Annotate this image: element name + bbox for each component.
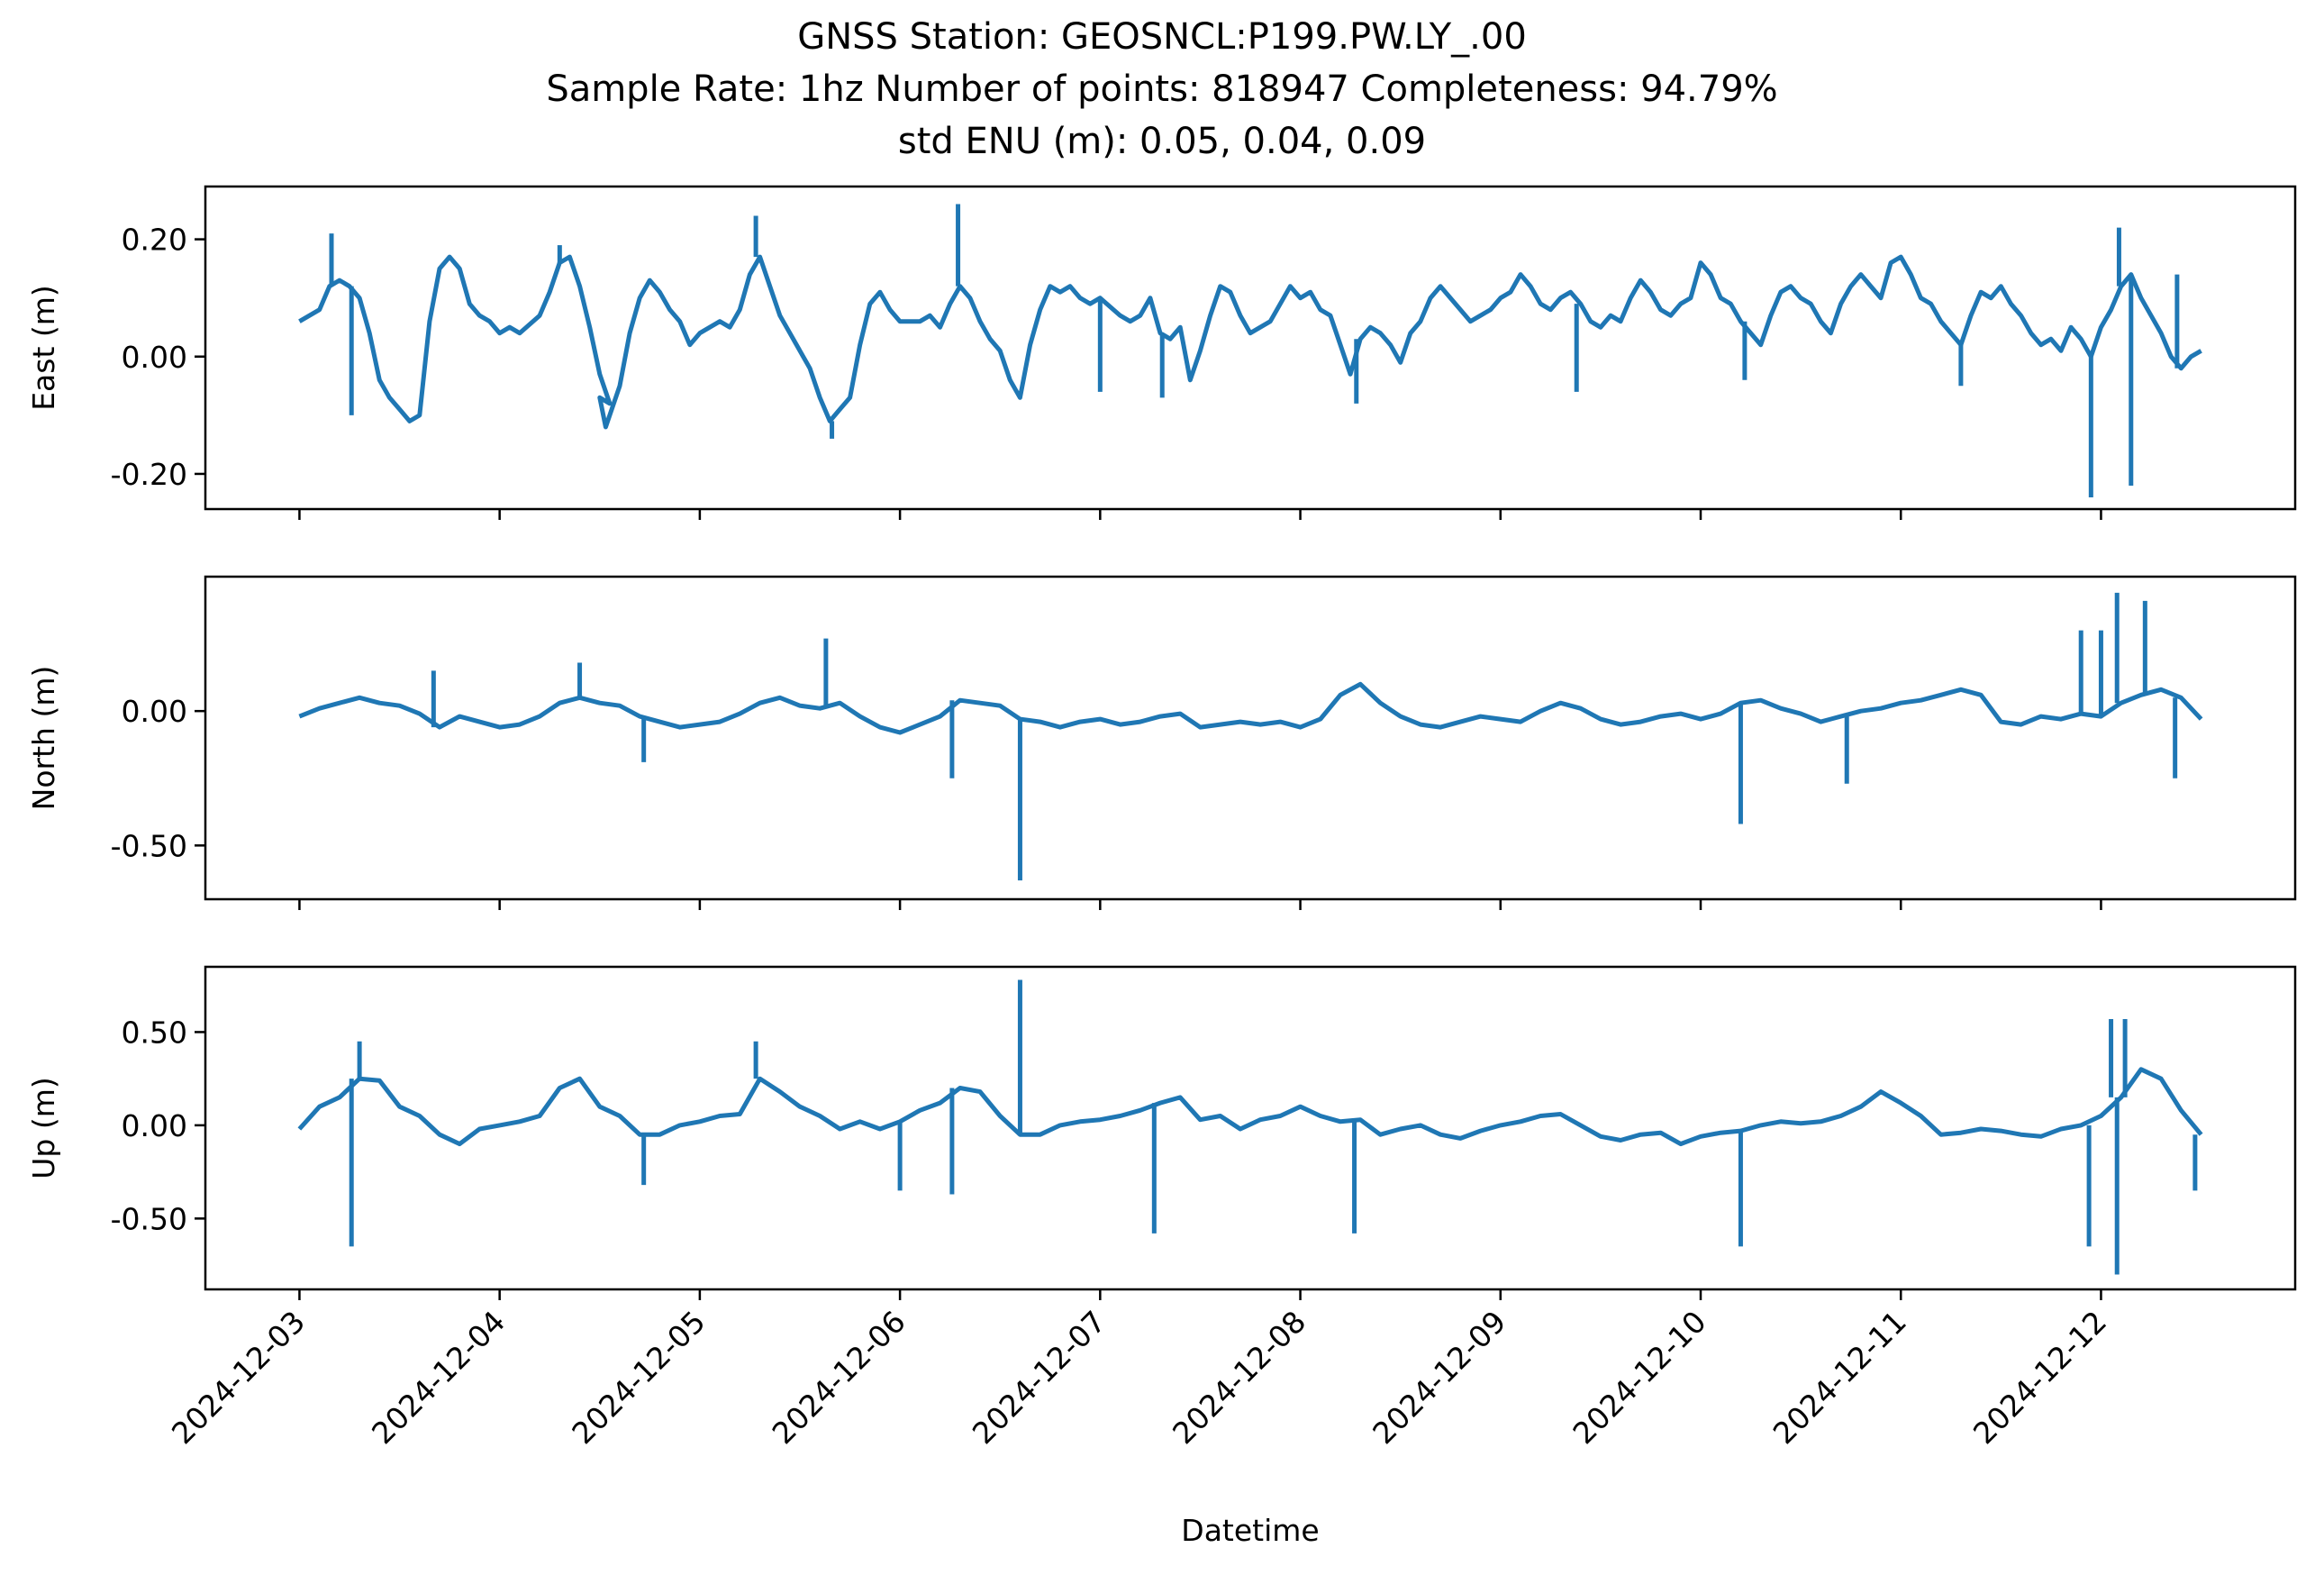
x-tick-label: 2024-12-09 <box>1366 1304 1512 1451</box>
x-tick-label: 2024-12-07 <box>966 1304 1112 1451</box>
y-tick-label: 0.00 <box>122 1108 187 1143</box>
title-line-1: GNSS Station: GEOSNCL:P199.PW.LY_.00 <box>797 16 1527 58</box>
series-line-panel-0 <box>298 254 2202 430</box>
y-tick-label: 0.50 <box>122 1015 187 1050</box>
y-tick-label: -0.20 <box>111 457 187 492</box>
x-axis-label: Datetime <box>1181 1513 1319 1548</box>
x-tick-label: 2024-12-12 <box>1966 1304 2113 1451</box>
chart-title: GNSS Station: GEOSNCL:P199.PW.LY_.00 Sam… <box>546 16 1777 162</box>
y-tick-label: 0.00 <box>122 694 187 729</box>
x-tick-label: 2024-12-11 <box>1766 1304 1913 1451</box>
panel-frame <box>204 575 2297 901</box>
series-line-panel-2 <box>297 1067 2203 1147</box>
panel-frame <box>204 185 2297 511</box>
series-line-panel-1 <box>298 681 2203 735</box>
y-tick-label: 0.20 <box>122 223 187 258</box>
panel-1: 0.00 -0.50 North (m) <box>26 575 2297 910</box>
x-tick-label: 2024-12-05 <box>565 1304 712 1451</box>
x-tick-label: 2024-12-08 <box>1166 1304 1312 1451</box>
y-axis-label: Up (m) <box>26 1077 61 1179</box>
title-line-3: std ENU (m): 0.05, 0.04, 0.09 <box>898 121 1426 162</box>
y-tick-label: -0.50 <box>111 1201 187 1236</box>
y-axis-label: East (m) <box>26 285 61 411</box>
panel-frame <box>204 965 2297 1291</box>
title-line-2: Sample Rate: 1hz Number of points: 81894… <box>546 68 1777 110</box>
x-axis-ticks: 2024-12-03 2024-12-04 2024-12-05 2024-12-06… <box>165 1304 2113 1451</box>
x-tick-label: 2024-12-10 <box>1566 1304 1712 1451</box>
x-tick-label: 2024-12-06 <box>766 1304 912 1451</box>
panel-0: 0.20 0.00 -0.20 East (m) <box>26 185 2297 520</box>
y-tick-label: 0.00 <box>122 340 187 375</box>
y-tick-label: -0.50 <box>111 828 187 863</box>
y-axis-label: North (m) <box>26 666 61 811</box>
x-tick-label: 2024-12-03 <box>165 1304 312 1451</box>
x-tick-label: 2024-12-04 <box>365 1304 512 1451</box>
panel-2: 0.50 0.00 -0.50 Up (m) <box>26 965 2297 1300</box>
